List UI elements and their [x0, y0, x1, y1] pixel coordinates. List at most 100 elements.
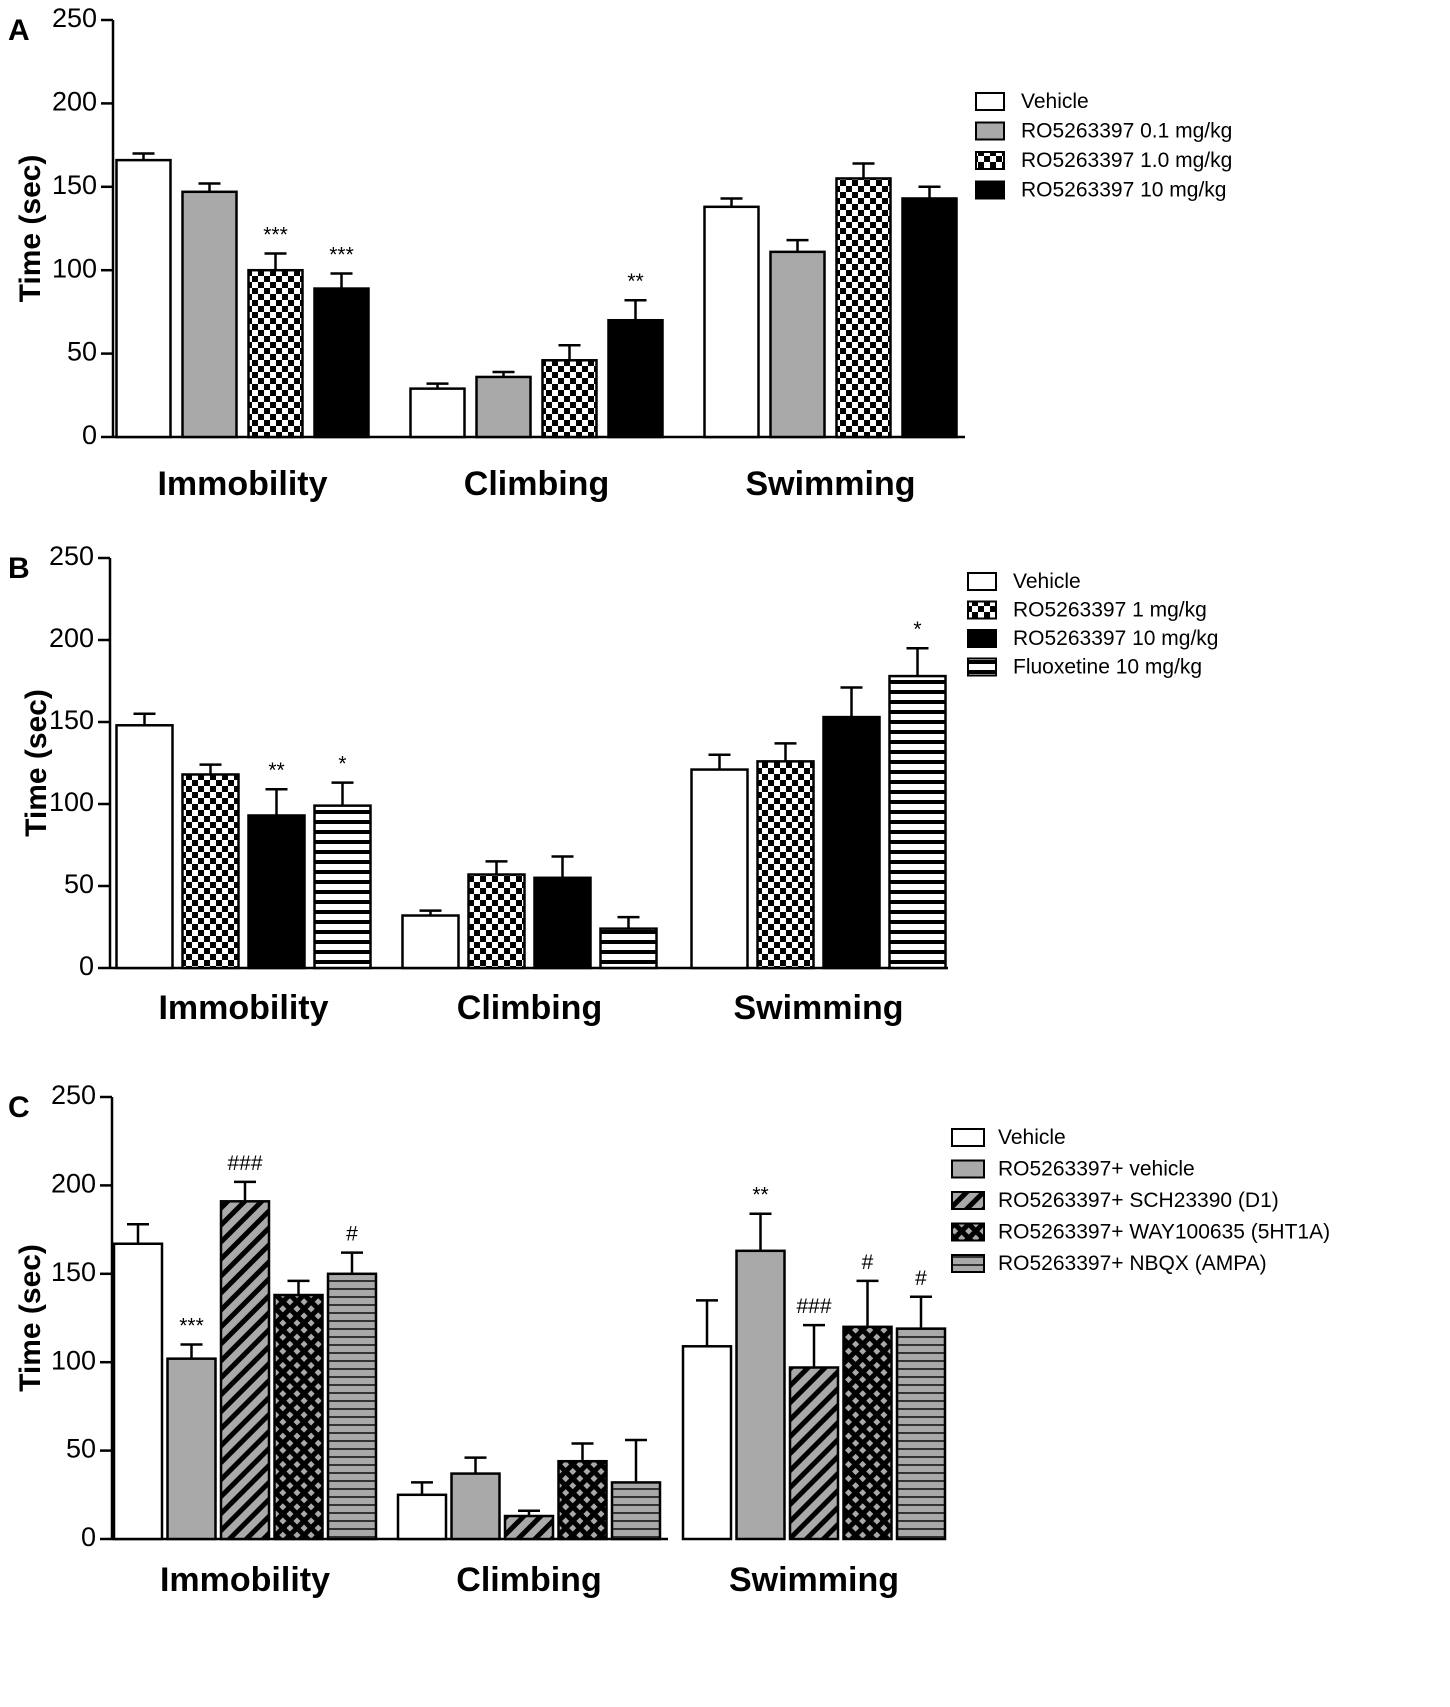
- panel-a-bar: [313, 287, 370, 439]
- panel-c-legend-swatch: [951, 1159, 985, 1179]
- panel-b-letter: B: [8, 552, 30, 585]
- panel-b-significance-label: **: [268, 759, 284, 782]
- panel-a-y-axis-label: Time (sec): [14, 155, 47, 303]
- panel-c-category-label: Swimming: [729, 1561, 899, 1599]
- panel-c-bar: [557, 1459, 608, 1541]
- panel-c-legend-swatch: [951, 1222, 985, 1242]
- panel-a-y-tick-label: 100: [52, 253, 97, 283]
- panel-b-y-tick-label: 50: [64, 869, 94, 899]
- panel-c-significance-label: #: [915, 1267, 927, 1290]
- panel-b-legend-swatch: [967, 629, 997, 648]
- panel-b-category-label: Immobility: [158, 989, 328, 1027]
- panel-a-y-tick-label: 250: [52, 3, 97, 33]
- panel-c-bar: [112, 1242, 164, 1541]
- panel-a-bar: [409, 387, 466, 439]
- panel-b-y-tick-label: 150: [49, 705, 94, 735]
- panel-b-category-label: Climbing: [457, 989, 602, 1027]
- panel-a-legend-swatch: [975, 92, 1005, 111]
- panel-c-bar: [326, 1272, 378, 1541]
- panel-a-legend-label: RO5263397 10 mg/kg: [1021, 179, 1226, 202]
- panel-c-category-label: Climbing: [456, 1561, 601, 1599]
- panel-c-bar: [842, 1325, 893, 1541]
- panel-a-bar: [607, 318, 664, 439]
- panel-b-bar: [115, 724, 174, 970]
- panel-b-legend-swatch: [967, 657, 997, 677]
- panel-b-bar: [533, 876, 592, 970]
- panel-b-legend-label: RO5263397 10 mg/kg: [1013, 627, 1218, 650]
- panel-b-bar: [467, 873, 526, 970]
- panel-c-significance-label: ***: [179, 1315, 204, 1338]
- panel-a-bar: [541, 359, 598, 439]
- panel-b-legend-swatch: [967, 600, 997, 620]
- panel-b-significance-label: *: [338, 753, 346, 776]
- panel-a-bar: [247, 268, 304, 439]
- panel-b-legend-label: RO5263397 1 mg/kg: [1013, 599, 1207, 622]
- panel-a-significance-label: ***: [263, 224, 288, 247]
- panel-c-legend-swatch: [951, 1254, 985, 1273]
- panel-b-legend-label: Fluoxetine 10 mg/kg: [1013, 656, 1202, 679]
- panel-b-y-tick-label: 250: [49, 541, 94, 571]
- panel-b-bar: [888, 674, 947, 970]
- panel-a-bar: [703, 205, 760, 439]
- panel-c-legend-label: RO5263397+ WAY100635 (5HT1A): [998, 1221, 1330, 1244]
- panel-c-legend-label: RO5263397+ vehicle: [998, 1158, 1195, 1181]
- panel-c-significance-label: ###: [227, 1152, 262, 1175]
- panel-a-y-tick-label: 200: [52, 87, 97, 117]
- panel-b-y-axis-label: Time (sec): [20, 689, 53, 837]
- panel-b-legend-swatch: [967, 572, 997, 591]
- panel-c-legend-swatch: [951, 1128, 985, 1147]
- panel-b-bar: [401, 914, 460, 970]
- panel-b-legend-label: Vehicle: [1013, 570, 1081, 593]
- panel-c-legend-label: RO5263397+ SCH23390 (D1): [998, 1189, 1279, 1212]
- panel-b-bar: [247, 814, 306, 970]
- panel-a-significance-label: ***: [329, 244, 354, 267]
- panel-a-category-label: Immobility: [157, 465, 327, 503]
- panel-b-bar: [181, 773, 240, 970]
- panel-c-y-tick-label: 50: [66, 1434, 96, 1464]
- panel-b-y-tick-label: 200: [49, 623, 94, 653]
- panel-a-legend-swatch: [975, 151, 1005, 170]
- panel-c-y-tick-label: 0: [81, 1522, 96, 1552]
- panel-b-y-tick-label: 100: [49, 787, 94, 817]
- panel-c-significance-label: ###: [796, 1295, 831, 1318]
- panel-c-category-label: Immobility: [160, 1561, 330, 1599]
- panel-c-letter: C: [8, 1091, 30, 1124]
- panel-c-bar: [895, 1327, 947, 1541]
- panel-c-legend-swatch: [951, 1191, 985, 1210]
- panel-b-bar: [599, 927, 658, 970]
- panel-a-y-tick-label: 150: [52, 170, 97, 200]
- panel-c-bar: [450, 1472, 501, 1541]
- panel-c-bar: [503, 1514, 555, 1541]
- panel-c-significance-label: **: [752, 1184, 768, 1207]
- panel-a-legend-label: RO5263397 0.1 mg/kg: [1021, 120, 1232, 143]
- panel-c-bar: [681, 1345, 733, 1541]
- panel-a-legend-swatch: [975, 121, 1005, 141]
- panel-c-legend-label: RO5263397+ NBQX (AMPA): [998, 1252, 1267, 1275]
- panel-c-y-axis-label: Time (sec): [14, 1244, 47, 1392]
- panel-c-bar: [610, 1481, 662, 1541]
- panel-a-significance-label: **: [627, 270, 643, 293]
- panel-c-legend-label: Vehicle: [998, 1126, 1066, 1149]
- panel-c-y-tick-label: 250: [51, 1080, 96, 1110]
- panel-c-bar: [166, 1357, 217, 1541]
- panel-c-y-tick-label: 200: [51, 1169, 96, 1199]
- panel-c-bar: [219, 1200, 271, 1541]
- panel-a-y-tick-label: 0: [82, 420, 97, 450]
- panel-a-bar: [475, 375, 532, 439]
- panel-b-bar: [313, 804, 372, 970]
- panel-a-legend-swatch: [975, 180, 1005, 200]
- panel-a-bar: [115, 158, 172, 439]
- panel-a-category-label: Climbing: [464, 465, 609, 503]
- panel-c-y-tick-label: 150: [51, 1257, 96, 1287]
- panel-a-bar: [835, 177, 892, 439]
- panel-c-significance-label: #: [862, 1251, 874, 1274]
- panel-b-y-tick-label: 0: [79, 951, 94, 981]
- panel-a-bar: [769, 250, 826, 439]
- panel-b-bar: [690, 768, 749, 970]
- panel-b-significance-label: *: [913, 618, 921, 641]
- panel-a-category-label: Swimming: [745, 465, 915, 503]
- panel-a-letter: A: [8, 14, 30, 47]
- panel-a-bar: [181, 190, 238, 439]
